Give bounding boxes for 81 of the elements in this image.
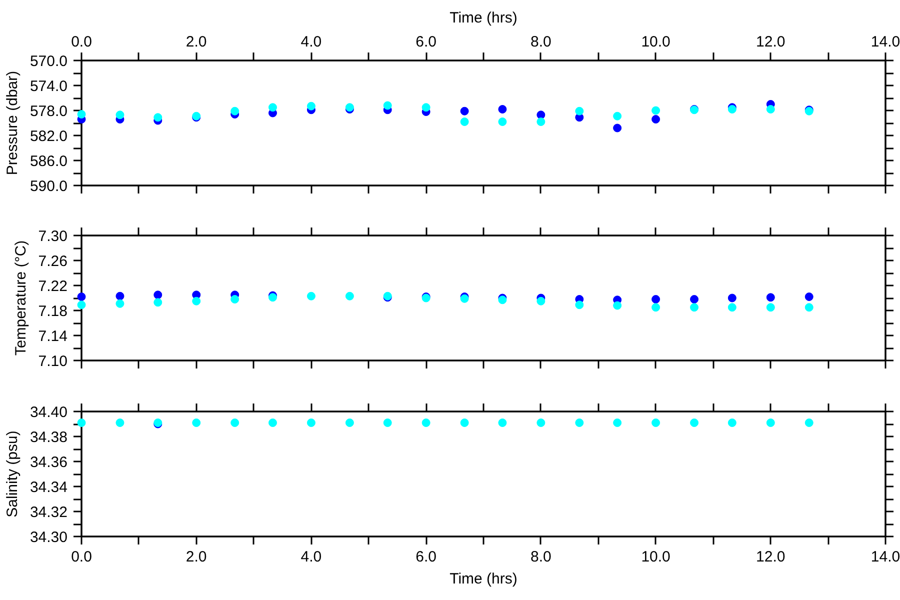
y-tick-label: 570.0 (30, 53, 68, 70)
point (460, 106, 469, 116)
y-tick-label: 7.30 (38, 228, 68, 245)
point (804, 303, 814, 312)
point (268, 103, 277, 112)
point (345, 292, 354, 300)
point (728, 303, 736, 312)
point (536, 296, 546, 306)
x-tick-label: 2.0 (186, 34, 207, 50)
x-tick-label: 0.0 (71, 34, 92, 50)
x-axis-title: Time (hrs) (450, 570, 518, 588)
point (613, 124, 622, 132)
point (652, 106, 660, 115)
y-axis-title: Temperature (°C) (12, 240, 30, 356)
y-axis-title: Salinity (psu) (4, 430, 21, 518)
point (652, 115, 660, 124)
point (613, 301, 622, 310)
x-axis-title: Time (hrs) (450, 10, 518, 26)
point (154, 298, 162, 307)
point (690, 303, 699, 312)
point (575, 106, 584, 116)
y-tick-label: 7.26 (38, 253, 68, 270)
y-tick-label: 7.10 (38, 353, 68, 370)
point (383, 101, 392, 110)
y-tick-label: 578.0 (30, 103, 68, 120)
point (536, 118, 546, 126)
point (613, 112, 622, 120)
x-tick-label: 12.0 (756, 548, 786, 566)
x-tick-label: 12.0 (756, 34, 786, 50)
x-tick-label: 14.0 (870, 34, 900, 50)
point (766, 303, 775, 312)
y-tick-label: 34.34 (30, 479, 68, 496)
x-tick-label: 10.0 (641, 34, 670, 50)
x-tick-label: 6.0 (416, 548, 437, 566)
x-tick-label: 14.0 (870, 548, 900, 566)
point (498, 105, 507, 114)
point (230, 295, 240, 304)
point (154, 290, 162, 300)
point (306, 102, 316, 110)
point (116, 110, 124, 120)
point (690, 295, 699, 304)
y-tick-label: 34.32 (30, 504, 68, 521)
y-tick-label: 586.0 (30, 153, 68, 170)
point (306, 292, 316, 300)
x-tick-label: 8.0 (530, 34, 552, 50)
y-axis-title: Pressure (dbar) (4, 70, 21, 176)
x-tick-label: 4.0 (300, 548, 322, 566)
point (192, 296, 201, 306)
point (652, 303, 660, 312)
point (728, 294, 736, 302)
point (766, 293, 775, 302)
point (766, 105, 775, 114)
point (77, 300, 86, 310)
point (77, 110, 86, 118)
y-tick-label: 574.0 (30, 78, 68, 95)
y-tick-label: 590.0 (30, 178, 68, 195)
x-tick-label: 6.0 (416, 34, 437, 50)
y-tick-label: 582.0 (30, 128, 68, 145)
y-tick-label: 7.14 (38, 328, 68, 345)
x-tick-label: 8.0 (530, 548, 552, 566)
point (230, 106, 240, 116)
point (422, 103, 430, 112)
point (575, 300, 584, 310)
x-tick-label: 0.0 (71, 548, 92, 566)
y-tick-label: 34.40 (30, 404, 68, 421)
y-tick-label: 34.30 (30, 529, 68, 546)
y-tick-label: 34.36 (30, 454, 68, 471)
x-tick-label: 2.0 (186, 548, 207, 566)
point (116, 292, 124, 300)
x-tick-label: 10.0 (641, 548, 670, 566)
point (154, 113, 162, 122)
point (77, 292, 86, 301)
point (498, 118, 507, 126)
point (652, 295, 660, 304)
point (116, 299, 124, 308)
x-tick-label: 4.0 (300, 34, 322, 50)
point (460, 118, 469, 126)
y-tick-label: 7.18 (38, 303, 68, 320)
y-tick-label: 7.22 (38, 278, 68, 295)
point (804, 292, 814, 301)
y-tick-label: 34.38 (30, 429, 68, 446)
